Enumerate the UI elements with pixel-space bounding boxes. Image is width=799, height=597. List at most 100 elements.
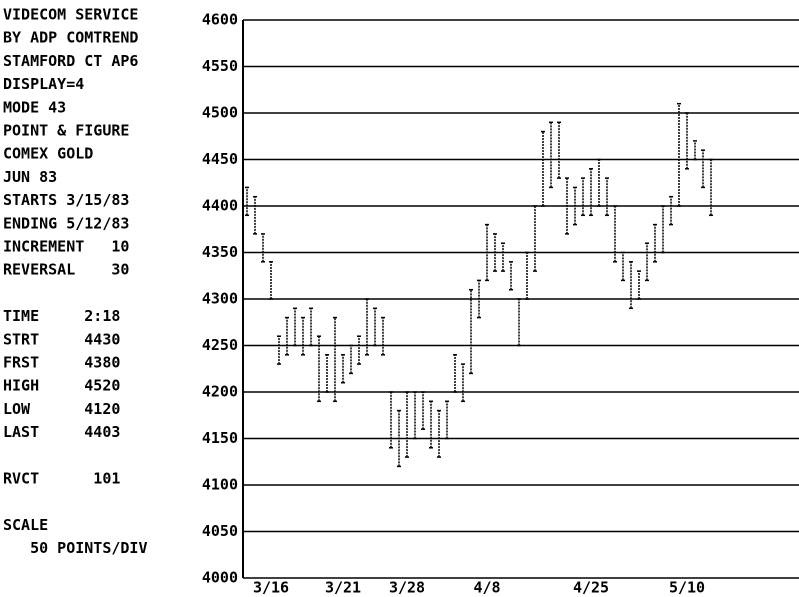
range-bar: [429, 400, 433, 449]
range-bar: [653, 223, 657, 263]
info-line: ENDING 5/12/83: [3, 214, 129, 232]
y-tick-label: 4350: [202, 243, 238, 261]
range-bar: [261, 233, 265, 263]
info-line: REVERSAL 30: [3, 261, 129, 279]
range-bar: [645, 242, 649, 282]
range-bar: [557, 121, 561, 179]
y-tick-label: 4250: [202, 336, 238, 354]
range-bar: [469, 288, 473, 375]
range-bar: [461, 363, 465, 403]
y-tick-label: 4550: [202, 57, 238, 75]
info-line: COMEX GOLD: [3, 145, 93, 163]
range-bar: [381, 316, 385, 356]
info-line: SCALE: [3, 516, 48, 534]
range-bar: [317, 335, 321, 403]
range-bar: [277, 335, 281, 365]
info-line: STARTS 3/15/83: [3, 191, 129, 209]
range-bar: [677, 102, 681, 207]
y-tick-label: 4000: [202, 569, 238, 587]
range-bar: [629, 261, 633, 310]
y-tick-label: 4300: [202, 290, 238, 308]
range-bar: [605, 177, 609, 217]
range-bar: [533, 205, 537, 272]
y-tick-label: 4400: [202, 197, 238, 215]
info-line: VIDECOM SERVICE: [3, 6, 138, 24]
range-bar: [661, 205, 665, 254]
range-bar: [669, 195, 673, 226]
range-bar: [637, 270, 641, 300]
range-bar: [373, 307, 377, 347]
x-tick-label: 4/25: [573, 579, 609, 597]
y-tick-label: 4450: [202, 150, 238, 168]
info-line: STRT 4430: [3, 330, 120, 348]
range-bar: [405, 391, 409, 458]
range-bar: [445, 400, 449, 440]
range-bar: [621, 251, 625, 282]
y-tick-label: 4500: [202, 104, 238, 122]
x-tick-label: 3/28: [389, 579, 425, 597]
range-bar: [693, 140, 697, 161]
range-bar: [413, 391, 417, 440]
range-bar: [365, 298, 369, 356]
info-line: DISPLAY=4: [3, 75, 84, 93]
info-line: TIME 2:18: [3, 307, 120, 325]
range-bar: [349, 344, 353, 375]
range-bar: [245, 186, 249, 217]
range-bar: [549, 121, 553, 189]
x-tick-label: 3/21: [325, 579, 361, 597]
info-line: LOW 4120: [3, 400, 120, 418]
range-bar: [589, 168, 593, 217]
info-line: BY ADP COMTREND: [3, 29, 138, 47]
info-line: MODE 43: [3, 98, 66, 116]
range-bar: [613, 205, 617, 263]
info-line: STAMFORD CT AP6: [3, 52, 138, 70]
range-bar: [253, 195, 257, 235]
range-bar: [573, 186, 577, 226]
range-bar: [325, 354, 329, 393]
range-bar: [397, 409, 401, 468]
x-tick-label: 5/10: [669, 579, 705, 597]
range-bar: [301, 316, 305, 356]
info-line: JUN 83: [3, 168, 57, 186]
range-bar: [293, 307, 297, 347]
range-bar: [517, 298, 521, 347]
range-bar: [453, 354, 457, 393]
x-tick-label: 4/8: [473, 579, 500, 597]
x-tick-label: 3/16: [253, 579, 289, 597]
range-bar: [597, 158, 601, 207]
y-tick-label: 4150: [202, 429, 238, 447]
y-tick-label: 4050: [202, 522, 238, 540]
info-line: INCREMENT 10: [3, 238, 129, 256]
range-bar: [525, 251, 529, 300]
info-line: LAST 4403: [3, 423, 120, 441]
info-line: POINT & FIGURE: [3, 122, 129, 140]
range-bar: [389, 391, 393, 449]
info-line: 50 POINTS/DIV: [3, 539, 148, 557]
y-tick-label: 4600: [202, 11, 238, 29]
info-line: RVCT 101: [3, 470, 120, 488]
range-bar: [501, 242, 505, 272]
info-line: FRST 4380: [3, 354, 120, 372]
range-bar: [333, 316, 337, 403]
range-bar: [437, 409, 441, 458]
range-bar: [701, 149, 705, 189]
range-bar: [541, 130, 545, 207]
range-bar: [269, 261, 273, 300]
range-bar: [581, 177, 585, 217]
info-line: HIGH 4520: [3, 377, 120, 395]
range-bar: [565, 177, 569, 235]
range-bar: [357, 335, 361, 365]
y-tick-label: 4200: [202, 383, 238, 401]
range-bar: [509, 261, 513, 291]
y-tick-label: 4100: [202, 476, 238, 494]
range-bar: [493, 233, 497, 272]
range-bar: [709, 158, 713, 217]
range-bar: [485, 223, 489, 282]
range-bar: [421, 391, 425, 430]
range-bar: [309, 307, 313, 347]
range-bar: [477, 279, 481, 319]
range-bar: [685, 112, 689, 170]
range-bar: [341, 354, 345, 384]
range-bar: [285, 316, 289, 356]
